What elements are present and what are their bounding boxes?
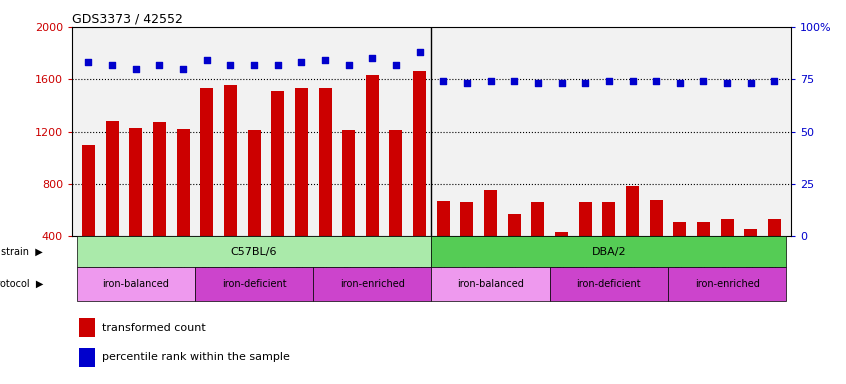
Bar: [272, 91, 284, 288]
Bar: [626, 187, 639, 288]
Point: [650, 78, 663, 84]
Bar: [389, 129, 403, 288]
Bar: [201, 88, 213, 288]
Bar: [365, 75, 379, 288]
Point: [767, 78, 781, 84]
Bar: [177, 129, 190, 288]
Text: iron-deficient: iron-deficient: [222, 279, 286, 289]
Point: [531, 80, 545, 86]
Bar: [744, 229, 757, 288]
Bar: [77, 267, 195, 301]
Point: [413, 49, 426, 55]
Point: [626, 78, 640, 84]
Bar: [248, 129, 261, 288]
Bar: [602, 202, 615, 288]
Point: [152, 61, 166, 68]
Bar: [668, 267, 786, 301]
Point: [721, 80, 734, 86]
Point: [342, 61, 355, 68]
Point: [200, 57, 213, 63]
Bar: [342, 129, 355, 288]
Bar: [431, 267, 550, 301]
Bar: [82, 145, 95, 288]
Bar: [195, 267, 313, 301]
Bar: [460, 202, 474, 288]
Text: iron-deficient: iron-deficient: [577, 279, 641, 289]
Point: [673, 80, 687, 86]
Bar: [768, 219, 781, 288]
Point: [744, 80, 757, 86]
Bar: [437, 202, 450, 288]
Bar: [80, 318, 95, 337]
Point: [460, 80, 474, 86]
Text: iron-balanced: iron-balanced: [457, 279, 524, 289]
Bar: [697, 222, 710, 288]
Bar: [318, 88, 332, 288]
Text: protocol  ▶: protocol ▶: [0, 279, 43, 289]
Bar: [531, 202, 545, 288]
Bar: [313, 267, 431, 301]
Text: iron-enriched: iron-enriched: [695, 279, 760, 289]
Bar: [555, 232, 568, 288]
Point: [82, 60, 96, 66]
Bar: [484, 190, 497, 288]
Bar: [431, 236, 786, 267]
Bar: [650, 200, 662, 288]
Point: [271, 61, 284, 68]
Text: GDS3373 / 42552: GDS3373 / 42552: [72, 13, 183, 26]
Point: [365, 55, 379, 61]
Point: [106, 61, 119, 68]
Point: [318, 57, 332, 63]
Bar: [153, 122, 166, 288]
Bar: [77, 236, 431, 267]
Point: [484, 78, 497, 84]
Text: C57BL/6: C57BL/6: [231, 247, 277, 257]
Bar: [721, 219, 733, 288]
Text: percentile rank within the sample: percentile rank within the sample: [102, 352, 290, 362]
Point: [294, 60, 308, 66]
Text: iron-balanced: iron-balanced: [102, 279, 169, 289]
Text: transformed count: transformed count: [102, 323, 206, 333]
Point: [602, 78, 616, 84]
Point: [579, 80, 592, 86]
Point: [129, 66, 142, 72]
Bar: [579, 202, 591, 288]
Point: [247, 61, 261, 68]
Point: [437, 78, 450, 84]
Point: [508, 78, 521, 84]
Bar: [673, 222, 686, 288]
Text: strain  ▶: strain ▶: [2, 247, 43, 257]
Bar: [129, 127, 142, 288]
Bar: [295, 88, 308, 288]
Point: [223, 61, 237, 68]
Bar: [106, 121, 118, 288]
Point: [555, 80, 569, 86]
Bar: [224, 85, 237, 288]
Bar: [550, 267, 668, 301]
Point: [176, 66, 190, 72]
Bar: [413, 71, 426, 288]
Text: DBA/2: DBA/2: [591, 247, 626, 257]
Text: iron-enriched: iron-enriched: [340, 279, 404, 289]
Bar: [80, 348, 95, 367]
Bar: [508, 214, 521, 288]
Point: [389, 61, 403, 68]
Point: [697, 78, 711, 84]
